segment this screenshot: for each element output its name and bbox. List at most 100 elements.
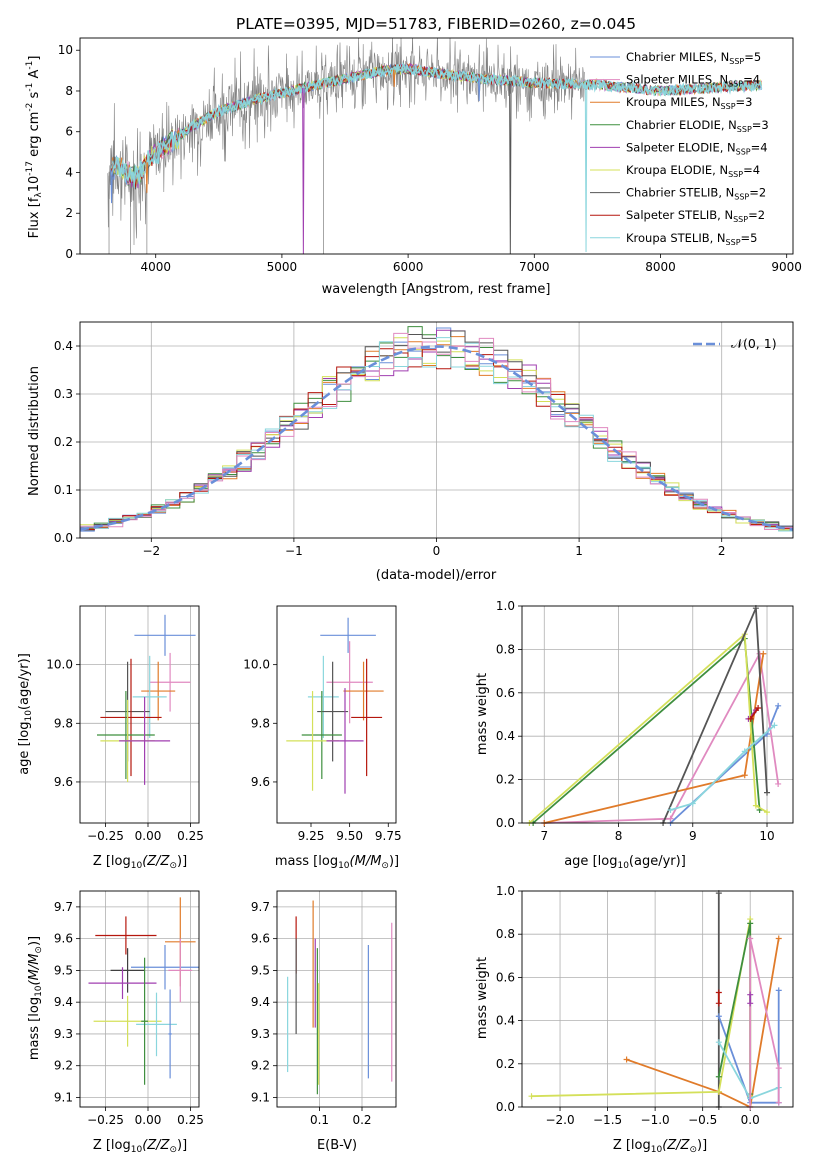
weight-marker bbox=[775, 935, 782, 942]
y-tick-label: 0.2 bbox=[496, 773, 515, 787]
y-tick-label: 9.6 bbox=[251, 775, 270, 789]
x-tick-label: 0.1 bbox=[310, 1113, 329, 1127]
y-tick-label: 0.0 bbox=[54, 531, 73, 545]
y-tick-label: 9.4 bbox=[251, 995, 270, 1009]
model-dip bbox=[509, 80, 512, 254]
residual-x-label: (data-model)/error bbox=[376, 568, 497, 583]
y-tick-label: 9.1 bbox=[54, 1090, 73, 1104]
spectrum-panel: 4000 5000 6000 7000 8000 9000 0 2 4 6 8 10 bbox=[58, 37, 802, 274]
axes-frame bbox=[276, 605, 397, 824]
x-tick-label: 9.25 bbox=[298, 829, 325, 843]
legend-label-start: Chabrier MILES, N bbox=[626, 50, 729, 64]
y-tick-label: 0.2 bbox=[496, 1057, 515, 1071]
x-tick-label: −0.25 bbox=[87, 1113, 124, 1127]
model-dip bbox=[584, 84, 588, 252]
weight-vs-Z-panel: −2.0 −1.5 −1.0 −0.5 0.0 0.0 0.2 0.4 0.6 0.8 1.0 bbox=[496, 884, 794, 1127]
legend-label-sub: SSP bbox=[721, 102, 736, 111]
y-tick-label: 9.7 bbox=[251, 900, 270, 914]
mass-vs-Z-x-label: Z [log10(Z/Z⊙)] bbox=[93, 1138, 187, 1155]
legend-label-sub: SSP bbox=[728, 170, 743, 179]
legend-label: Salpeter STELIB, NSSP=2 bbox=[626, 208, 765, 224]
weight-marker bbox=[775, 987, 782, 994]
weight-marker bbox=[747, 935, 754, 942]
y-tick-label: 0.2 bbox=[54, 435, 73, 449]
y-tick-label: 0.8 bbox=[496, 642, 515, 656]
legend-label-sub: SSP bbox=[733, 215, 748, 224]
weight-marker bbox=[689, 800, 696, 807]
x-tick-label: 5000 bbox=[267, 260, 298, 274]
legend-label: Chabrier ELODIE, NSSP=3 bbox=[626, 118, 769, 134]
weight-series-line bbox=[749, 938, 780, 1107]
weight-marker bbox=[715, 1039, 722, 1046]
weight-series-line bbox=[626, 938, 780, 1109]
x-tick-label: 9.75 bbox=[375, 829, 402, 843]
axes-frame bbox=[79, 605, 200, 824]
weight-marker bbox=[715, 1073, 722, 1080]
legend-label-start: Salpeter ELODIE, N bbox=[626, 140, 736, 154]
weight-marker bbox=[764, 789, 771, 796]
x-tick-label: −2 bbox=[142, 544, 160, 558]
y-tick-label: 0.4 bbox=[54, 339, 73, 353]
axes-frame bbox=[79, 321, 794, 539]
legend-label: Kroupa MILES, NSSP=3 bbox=[626, 95, 752, 111]
y-tick-label: 8 bbox=[65, 84, 73, 98]
legend-label-end: =5 bbox=[744, 50, 761, 64]
spectrum-y-label: Flux [fλ10-17 erg cm-2 s-1 A-1] bbox=[25, 56, 44, 239]
y-tick-label: 9.2 bbox=[54, 1059, 73, 1073]
y-tick-label: 9.7 bbox=[54, 900, 73, 914]
x-tick-label: 0.25 bbox=[177, 1113, 204, 1127]
y-tick-label: 10.0 bbox=[243, 658, 270, 672]
y-tick-label: 10.0 bbox=[46, 658, 73, 672]
y-tick-label: 9.6 bbox=[54, 775, 73, 789]
age-vs-Z-panel: −0.25 0.00 0.25 9.6 9.8 10.0 bbox=[46, 605, 204, 843]
weight-marker bbox=[755, 704, 762, 711]
y-tick-label: 0.0 bbox=[496, 1100, 515, 1114]
legend-label-end: =2 bbox=[748, 208, 765, 222]
y-tick-label: 10 bbox=[58, 43, 73, 57]
legend-label: Kroupa ELODIE, NSSP=4 bbox=[626, 163, 760, 179]
x-tick-label: −0.5 bbox=[688, 1113, 717, 1127]
weight-series-line bbox=[544, 650, 780, 824]
weight-vs-Z-y-label: mass weight bbox=[475, 957, 490, 1039]
weight-vs-age-x-label: age [log10(age/yr)] bbox=[564, 854, 686, 871]
legend-label: Salpeter MILES, NSSP=4 bbox=[626, 73, 760, 89]
weight-marker bbox=[715, 1013, 722, 1020]
x-tick-label: 0.00 bbox=[135, 1113, 162, 1127]
mass-vs-Z-panel: −0.25 0.00 0.25 9.1 9.2 9.3 9.4 9.5 9.6 9.7 bbox=[54, 890, 204, 1127]
weight-marker bbox=[741, 748, 748, 755]
y-tick-label: 0.8 bbox=[496, 927, 515, 941]
x-tick-label: 2 bbox=[718, 544, 726, 558]
y-tick-label: 9.4 bbox=[54, 995, 73, 1009]
x-tick-label: 9.50 bbox=[336, 829, 363, 843]
weight-marker bbox=[715, 1088, 722, 1095]
x-tick-label: 7000 bbox=[519, 260, 550, 274]
weight-marker bbox=[715, 989, 722, 996]
weight-vs-age-y-label: mass weight bbox=[475, 673, 490, 755]
legend-label-end: =4 bbox=[743, 163, 760, 177]
age-vs-Z-x-label: Z [log10(Z/Z⊙)] bbox=[93, 854, 187, 871]
histograms bbox=[80, 326, 793, 538]
weight-marker bbox=[775, 780, 782, 787]
y-tick-label: 9.1 bbox=[251, 1090, 270, 1104]
legend-label-start: Salpeter STELIB, N bbox=[626, 208, 733, 222]
legend-label: Kroupa STELIB, NSSP=5 bbox=[626, 231, 757, 247]
x-tick-label: 0.0 bbox=[741, 1113, 760, 1127]
legend-label-start: Kroupa STELIB, N bbox=[626, 231, 726, 245]
x-tick-label: 0 bbox=[433, 544, 441, 558]
model-dip bbox=[477, 78, 481, 102]
weight-marker bbox=[775, 1099, 782, 1106]
y-tick-label: 9.8 bbox=[251, 716, 270, 730]
x-tick-label: −2.0 bbox=[545, 1113, 574, 1127]
legend-label-end: =2 bbox=[749, 186, 766, 200]
axes-frame bbox=[79, 37, 794, 255]
y-tick-label: 0.4 bbox=[496, 1014, 515, 1028]
weight-marker bbox=[764, 809, 771, 816]
y-tick-label: 0.1 bbox=[54, 483, 73, 497]
y-tick-label: 0.3 bbox=[54, 387, 73, 401]
legend-label-end: =4 bbox=[743, 73, 760, 87]
weight-marker bbox=[747, 1000, 754, 1007]
weight-marker bbox=[747, 920, 754, 927]
reference-legend-label: 𝒩(0, 1) bbox=[731, 336, 777, 351]
x-tick-label: 0.2 bbox=[352, 1113, 371, 1127]
legend-label-end: =3 bbox=[752, 118, 769, 132]
